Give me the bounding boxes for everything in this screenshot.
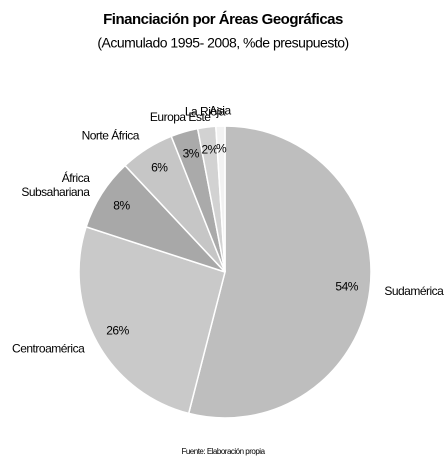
category-label: Europa Este — [150, 110, 211, 124]
value-label: 6% — [151, 161, 168, 175]
category-label: Norte África — [82, 128, 140, 143]
category-line: Centroamérica — [12, 342, 85, 356]
value-label: 54% — [335, 280, 358, 294]
category-line: Subsahariana — [21, 185, 90, 199]
category-label: Centroamérica — [12, 342, 85, 356]
category-line: Sudamérica — [384, 284, 444, 298]
category-line: La Rioja — [185, 105, 226, 119]
category-line: Norte África — [82, 128, 140, 143]
category-label: Asia — [209, 104, 231, 118]
category-label: La Rioja — [185, 105, 226, 119]
value-label: 3% — [183, 146, 200, 160]
category-line: África — [62, 170, 91, 185]
chart-title: Financiación por Áreas Geográficas — [103, 11, 343, 28]
source: Fuente: Elaboración propia — [181, 447, 265, 456]
category-label: Sudamérica — [384, 284, 444, 298]
pie-slice — [78, 225, 226, 415]
value-label: 2% — [201, 142, 218, 156]
value-label: % — [216, 142, 227, 156]
category-label: África Subsahariana — [21, 170, 90, 199]
pie-slice — [187, 125, 372, 419]
category-line: Asia — [209, 104, 231, 118]
pie-slice — [215, 125, 226, 273]
value-label: 26% — [106, 323, 129, 337]
chart-subtitle: (Acumulado 1995- 2008, %de presupuesto) — [97, 35, 348, 51]
category-line: Europa Este — [150, 110, 211, 124]
value-label: 8% — [113, 198, 130, 212]
